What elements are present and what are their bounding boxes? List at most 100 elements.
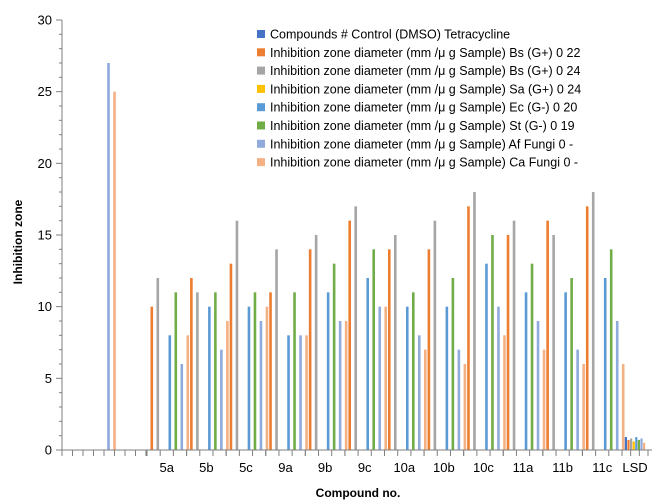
bar — [624, 437, 627, 450]
legend-entry: Inhibition zone diameter (mm /μ g Sample… — [270, 82, 581, 96]
legend-entry: Inhibition zone diameter (mm /μ g Sample… — [270, 137, 573, 151]
bar — [354, 206, 358, 450]
y-tick-label: 20 — [38, 156, 52, 171]
bar — [463, 364, 467, 450]
bar — [609, 249, 613, 450]
bar — [485, 263, 488, 450]
bar — [168, 335, 172, 450]
y-tick-label: 0 — [45, 443, 52, 458]
bar — [542, 349, 546, 450]
bar — [186, 335, 190, 450]
bar — [332, 263, 336, 450]
bar — [308, 249, 312, 450]
bar — [214, 292, 217, 450]
bar — [180, 364, 184, 450]
bar — [621, 364, 625, 450]
legend: Compounds # Control (DMSO) Tetracycline I… — [257, 28, 581, 170]
y-tick-label: 5 — [45, 371, 52, 386]
bars — [107, 63, 646, 451]
bar — [196, 292, 199, 450]
bar — [265, 306, 269, 450]
bar — [473, 192, 476, 450]
bar — [247, 306, 251, 450]
legend-swatch — [257, 30, 265, 38]
bar — [411, 292, 415, 450]
bar — [326, 292, 330, 450]
x-tick-label: 11c — [592, 460, 612, 475]
bar — [387, 249, 391, 450]
bar — [627, 439, 630, 450]
bar — [253, 292, 257, 450]
bar — [512, 220, 516, 450]
bar — [536, 321, 540, 450]
x-tick-label: 11b — [552, 460, 573, 475]
bar — [366, 278, 370, 450]
bar — [582, 364, 585, 450]
bar — [524, 292, 528, 450]
x-tick-label: 10a — [393, 460, 415, 475]
bar — [591, 192, 595, 450]
bar — [113, 91, 116, 451]
bar — [433, 220, 437, 450]
bar — [585, 206, 589, 450]
bar — [635, 437, 638, 450]
bar — [405, 306, 409, 450]
legend-swatch — [257, 158, 265, 167]
bar — [576, 349, 579, 450]
bar — [632, 441, 635, 450]
legend-swatch — [257, 139, 265, 148]
y-tick-label: 10 — [38, 299, 52, 314]
bar — [393, 235, 397, 450]
bar — [378, 306, 382, 450]
y-tick-label: 30 — [38, 13, 52, 28]
bar — [299, 335, 302, 450]
x-tick-label: 5c — [239, 460, 253, 475]
x-tick-label: 10b — [433, 460, 455, 475]
bar — [226, 321, 229, 450]
bar — [269, 292, 272, 450]
bar — [344, 321, 348, 450]
x-tick-label: 9b — [318, 460, 332, 475]
legend-swatch — [257, 121, 265, 130]
bar — [603, 278, 607, 450]
bar — [497, 306, 500, 450]
bar — [530, 263, 534, 450]
bar — [156, 278, 160, 450]
bar — [208, 306, 211, 450]
bar — [287, 335, 290, 450]
y-tick-label: 15 — [38, 228, 52, 243]
legend-swatch — [257, 103, 265, 112]
bar — [570, 278, 573, 450]
x-axis-title: Compound no. — [316, 486, 401, 500]
x-tick-label: LSD — [622, 460, 647, 475]
bar — [314, 235, 318, 450]
bar — [506, 235, 510, 450]
y-tick-label: 25 — [38, 84, 52, 99]
bar — [229, 263, 233, 450]
bar — [451, 278, 455, 450]
bar — [445, 306, 449, 450]
bar — [427, 249, 431, 450]
bar — [150, 306, 154, 450]
bar — [384, 306, 388, 450]
bar — [630, 438, 633, 450]
bar — [640, 438, 643, 450]
x-tick-label: 10c — [473, 460, 494, 475]
x-tick-label: 9c — [358, 460, 372, 475]
legend-entry: Inhibition zone diameter (mm /μ g Sample… — [270, 101, 577, 115]
legend-entry: Inhibition zone diameter (mm /μ g Sample… — [270, 46, 581, 60]
legend-entry: Inhibition zone diameter (mm /μ g Sample… — [270, 119, 575, 133]
bar — [637, 439, 640, 450]
bar — [259, 321, 263, 450]
bar — [643, 442, 646, 450]
bar — [190, 278, 193, 450]
bar — [552, 235, 555, 450]
bar — [174, 292, 178, 450]
bar — [235, 220, 239, 450]
legend-entry: Inhibition zone diameter (mm /μ g Sample… — [270, 64, 581, 78]
bar — [305, 335, 308, 450]
bar — [491, 235, 494, 450]
legend-swatch — [257, 66, 265, 75]
bar — [564, 292, 567, 450]
